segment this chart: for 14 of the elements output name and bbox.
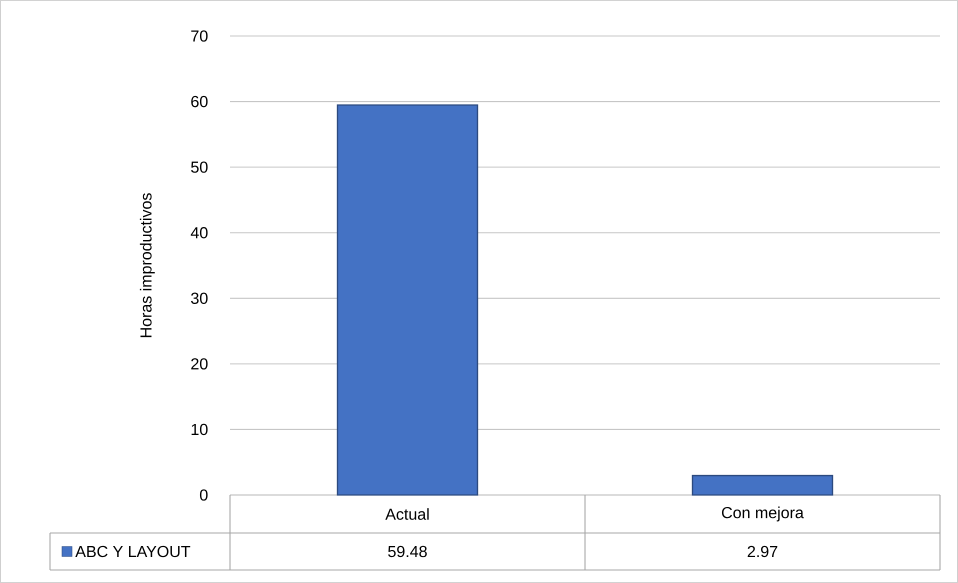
y-tick-label: 60 <box>191 96 208 108</box>
y-axis-title: Horas improductivos <box>140 193 155 338</box>
y-tick-label: 50 <box>191 161 208 173</box>
data-label: 59.48 <box>388 546 427 558</box>
data-label: 2.97 <box>748 546 778 558</box>
x-tick-label: Actual <box>385 508 429 520</box>
y-tick-label: 0 <box>200 489 208 501</box>
y-tick-label: 10 <box>192 424 208 436</box>
x-tick-label: Con mejora <box>722 506 804 522</box>
legend-label: ABC Y LAYOUT <box>75 546 190 558</box>
y-tick-label: 40 <box>190 227 208 238</box>
y-tick-label: 70 <box>191 30 208 42</box>
y-tick-label: 30 <box>191 292 208 304</box>
y-tick-label: 20 <box>191 358 208 370</box>
